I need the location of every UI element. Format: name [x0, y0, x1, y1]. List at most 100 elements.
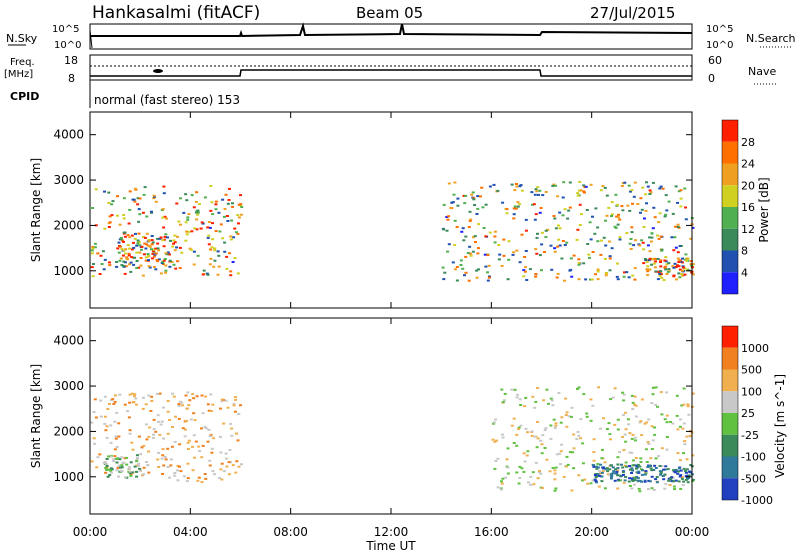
heatmap-cell — [185, 407, 189, 410]
heatmap-cell — [141, 211, 145, 214]
heatmap-cell — [464, 194, 468, 197]
heatmap-cell — [500, 480, 503, 483]
heatmap-cell — [223, 208, 227, 210]
heatmap-cell — [475, 269, 479, 272]
colorbar-segment — [722, 120, 738, 142]
heatmap-cell — [549, 397, 553, 400]
heatmap-cell — [162, 245, 166, 248]
heatmap-cell — [667, 262, 671, 265]
heatmap-cell — [180, 251, 184, 254]
heatmap-cell — [606, 470, 610, 473]
colorbar-segment — [722, 326, 738, 348]
heatmap-cell — [229, 274, 233, 277]
beam-title: Beam 05 — [356, 4, 423, 22]
heatmap-cell — [131, 392, 135, 395]
heatmap-cell — [116, 214, 119, 217]
heatmap-cell — [123, 231, 127, 234]
heatmap-cell — [175, 246, 179, 249]
colorbar-tick-label: -500 — [741, 472, 766, 485]
heatmap-cell — [136, 239, 140, 242]
heatmap-cell — [194, 200, 198, 203]
heatmap-cell — [608, 269, 612, 272]
heatmap-cell — [135, 244, 139, 247]
heatmap-cell — [142, 444, 146, 447]
heatmap-cell — [600, 448, 604, 451]
colorbar-segment — [722, 413, 738, 435]
heatmap-cell — [98, 453, 102, 456]
heatmap-cell — [102, 461, 106, 464]
heatmap-cell — [141, 407, 145, 410]
heatmap-cell — [630, 437, 634, 440]
heatmap-cell — [648, 193, 652, 195]
heatmap-cell — [128, 432, 132, 435]
heatmap-cell — [175, 202, 179, 205]
heatmap-cell — [130, 234, 134, 237]
heatmap-cell — [517, 428, 521, 431]
colorbar-segment — [722, 347, 738, 370]
heatmap-cell — [140, 446, 144, 449]
heatmap-cell — [120, 466, 124, 469]
heatmap-cell — [550, 399, 554, 402]
heatmap-cell — [682, 387, 686, 390]
heatmap-cell — [130, 471, 134, 474]
heatmap-cell — [544, 427, 548, 430]
heatmap-cell — [596, 268, 600, 271]
heatmap-cell — [621, 466, 625, 469]
heatmap-cell — [621, 435, 625, 438]
heatmap-cell — [513, 388, 517, 391]
heatmap-cell — [172, 242, 175, 245]
heatmap-cell — [464, 271, 468, 274]
heatmap-cell — [564, 414, 568, 416]
heatmap-cell — [164, 252, 168, 255]
heatmap-cell — [219, 468, 223, 471]
heatmap-cell — [561, 214, 565, 217]
heatmap-cell — [640, 398, 644, 401]
heatmap-cell — [676, 428, 680, 431]
heatmap-cell — [585, 415, 589, 418]
heatmap-cell — [140, 245, 144, 248]
heatmap-cell — [497, 244, 501, 246]
heatmap-cell — [218, 477, 222, 479]
heatmap-cell — [147, 471, 151, 474]
heatmap-cell — [146, 253, 150, 255]
heatmap-cell — [207, 243, 211, 246]
heatmap-cell — [124, 252, 128, 255]
heatmap-cell — [585, 209, 589, 211]
heatmap-cell — [141, 396, 145, 399]
heatmap-cell — [622, 275, 626, 278]
heatmap-cell — [166, 432, 170, 435]
colorbar-tick-label: 24 — [741, 158, 755, 171]
heatmap-cell — [672, 469, 676, 472]
heatmap-cell — [663, 418, 667, 421]
heatmap-cell — [181, 427, 185, 430]
heatmap-cell — [218, 230, 222, 233]
heatmap-cell — [653, 266, 657, 269]
heatmap-cell — [172, 263, 176, 266]
heatmap-cell — [90, 249, 94, 252]
heatmap-cell — [464, 255, 468, 258]
heatmap-cell — [646, 441, 650, 444]
heatmap-cell — [147, 255, 150, 258]
heatmap-cell — [233, 227, 237, 230]
heatmap-cell — [609, 398, 613, 401]
heatmap-cell — [686, 481, 690, 484]
heatmap-cell — [617, 479, 621, 482]
heatmap-cell — [464, 235, 468, 238]
freq-panel: Freq. [MHz] 18 8 60 0 Nave — [4, 54, 776, 85]
heatmap-cell — [621, 209, 625, 212]
colorbar-segment — [722, 434, 738, 457]
heatmap-cell — [186, 448, 190, 450]
heatmap-cell — [479, 195, 482, 198]
heatmap-cell — [658, 272, 662, 275]
heatmap-cell — [596, 473, 600, 475]
heatmap-cell — [611, 466, 615, 469]
heatmap-cell — [567, 209, 571, 212]
heatmap-cell — [461, 227, 465, 230]
heatmap-cell — [644, 193, 648, 196]
heatmap-cell — [662, 478, 666, 481]
heatmap-cell — [503, 392, 507, 395]
heatmap-cell — [194, 211, 198, 214]
heatmap-cell — [663, 473, 667, 476]
heatmap-cell — [140, 248, 143, 251]
heatmap-cell — [116, 247, 120, 250]
